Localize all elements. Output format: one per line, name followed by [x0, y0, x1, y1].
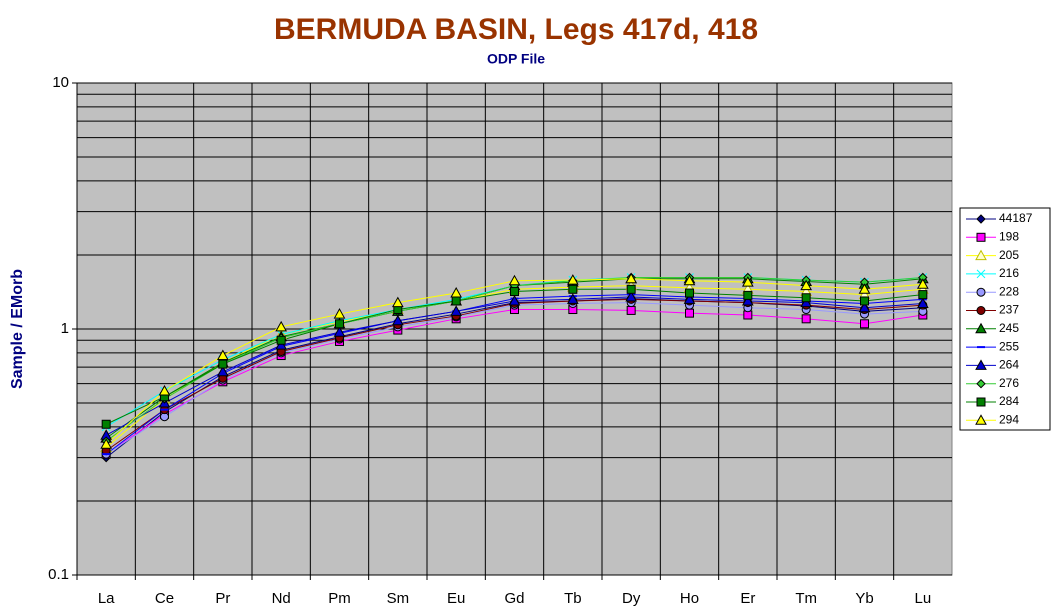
- marker: [976, 378, 986, 389]
- legend-label: 205: [999, 248, 1019, 262]
- marker: [216, 365, 229, 377]
- marker: [276, 335, 286, 345]
- marker: [216, 349, 229, 361]
- marker: [743, 290, 753, 300]
- marker: [508, 294, 521, 306]
- marker: [335, 319, 344, 329]
- legend-label: 237: [999, 303, 1019, 317]
- marker: [975, 414, 987, 425]
- marker: [333, 326, 346, 337]
- marker: [916, 297, 929, 308]
- legend-label: 255: [999, 339, 1019, 353]
- marker: [916, 278, 929, 289]
- y-tick-label: 10: [52, 74, 69, 91]
- marker: [976, 269, 986, 279]
- legend-label: 216: [999, 266, 1019, 280]
- marker: [741, 276, 754, 287]
- marker: [158, 384, 171, 396]
- marker: [801, 293, 811, 303]
- marker: [976, 287, 986, 297]
- marker: [391, 296, 404, 308]
- x-tick-label: Eu: [447, 590, 465, 607]
- marker: [218, 359, 228, 369]
- marker: [450, 305, 463, 316]
- marker: [568, 284, 578, 294]
- x-tick-label: Ce: [155, 590, 174, 607]
- marker: [975, 322, 987, 334]
- legend-label: 228: [999, 284, 1019, 298]
- x-tick-label: Tb: [564, 590, 582, 607]
- marker: [685, 308, 694, 318]
- marker: [275, 320, 288, 332]
- x-tick-label: Pr: [215, 590, 230, 607]
- marker: [510, 287, 519, 297]
- x-tick-label: Sm: [387, 590, 410, 607]
- marker: [391, 314, 404, 326]
- x-tick-label: Yb: [855, 590, 873, 607]
- legend-label: 276: [999, 376, 1019, 390]
- y-axis-label: Sample / EMorb: [9, 269, 26, 389]
- x-tick-label: La: [98, 590, 115, 607]
- y-tick-label: 1: [61, 320, 69, 337]
- marker: [683, 274, 696, 286]
- x-tick-label: Lu: [914, 590, 931, 607]
- legend-label: 294: [999, 412, 1019, 426]
- legend-label: 198: [999, 229, 1019, 243]
- chart-title: BERMUDA BASIN, Legs 417d, 418: [274, 13, 758, 46]
- marker: [566, 274, 579, 285]
- x-tick-label: Nd: [272, 590, 291, 607]
- x-tick-label: Pm: [328, 590, 351, 607]
- y-tick-label: 0.1: [48, 566, 69, 583]
- marker: [975, 249, 987, 261]
- marker: [976, 306, 986, 315]
- marker: [860, 296, 869, 306]
- marker: [976, 214, 986, 224]
- x-tick-label: Tm: [795, 590, 817, 607]
- marker: [333, 308, 346, 319]
- marker: [858, 283, 871, 294]
- legend-label: 245: [999, 321, 1019, 335]
- marker: [566, 293, 579, 304]
- chart-subtitle: ODP File: [487, 51, 545, 67]
- marker: [685, 288, 694, 298]
- marker: [626, 305, 636, 315]
- x-tick-label: Gd: [504, 590, 524, 607]
- legend-label: 44187: [999, 211, 1033, 225]
- legend-label: 264: [999, 358, 1019, 372]
- marker: [975, 359, 987, 370]
- marker: [451, 296, 461, 306]
- marker: [858, 301, 871, 313]
- marker: [918, 290, 928, 300]
- marker: [860, 319, 869, 329]
- marker: [625, 290, 638, 302]
- marker: [626, 284, 636, 294]
- legend-label: 284: [999, 394, 1019, 408]
- legend: [959, 207, 1051, 431]
- x-tick-label: Dy: [622, 590, 641, 607]
- marker: [683, 293, 696, 304]
- marker: [801, 314, 811, 324]
- marker: [976, 232, 986, 242]
- marker: [976, 397, 986, 407]
- x-tick-label: Ho: [680, 590, 699, 607]
- x-tick-label: Er: [740, 590, 755, 607]
- marker: [450, 287, 463, 298]
- marker: [625, 272, 638, 284]
- marker: [100, 438, 113, 449]
- marker: [508, 274, 521, 286]
- marker: [741, 294, 754, 306]
- marker: [800, 279, 813, 291]
- marker: [101, 419, 111, 429]
